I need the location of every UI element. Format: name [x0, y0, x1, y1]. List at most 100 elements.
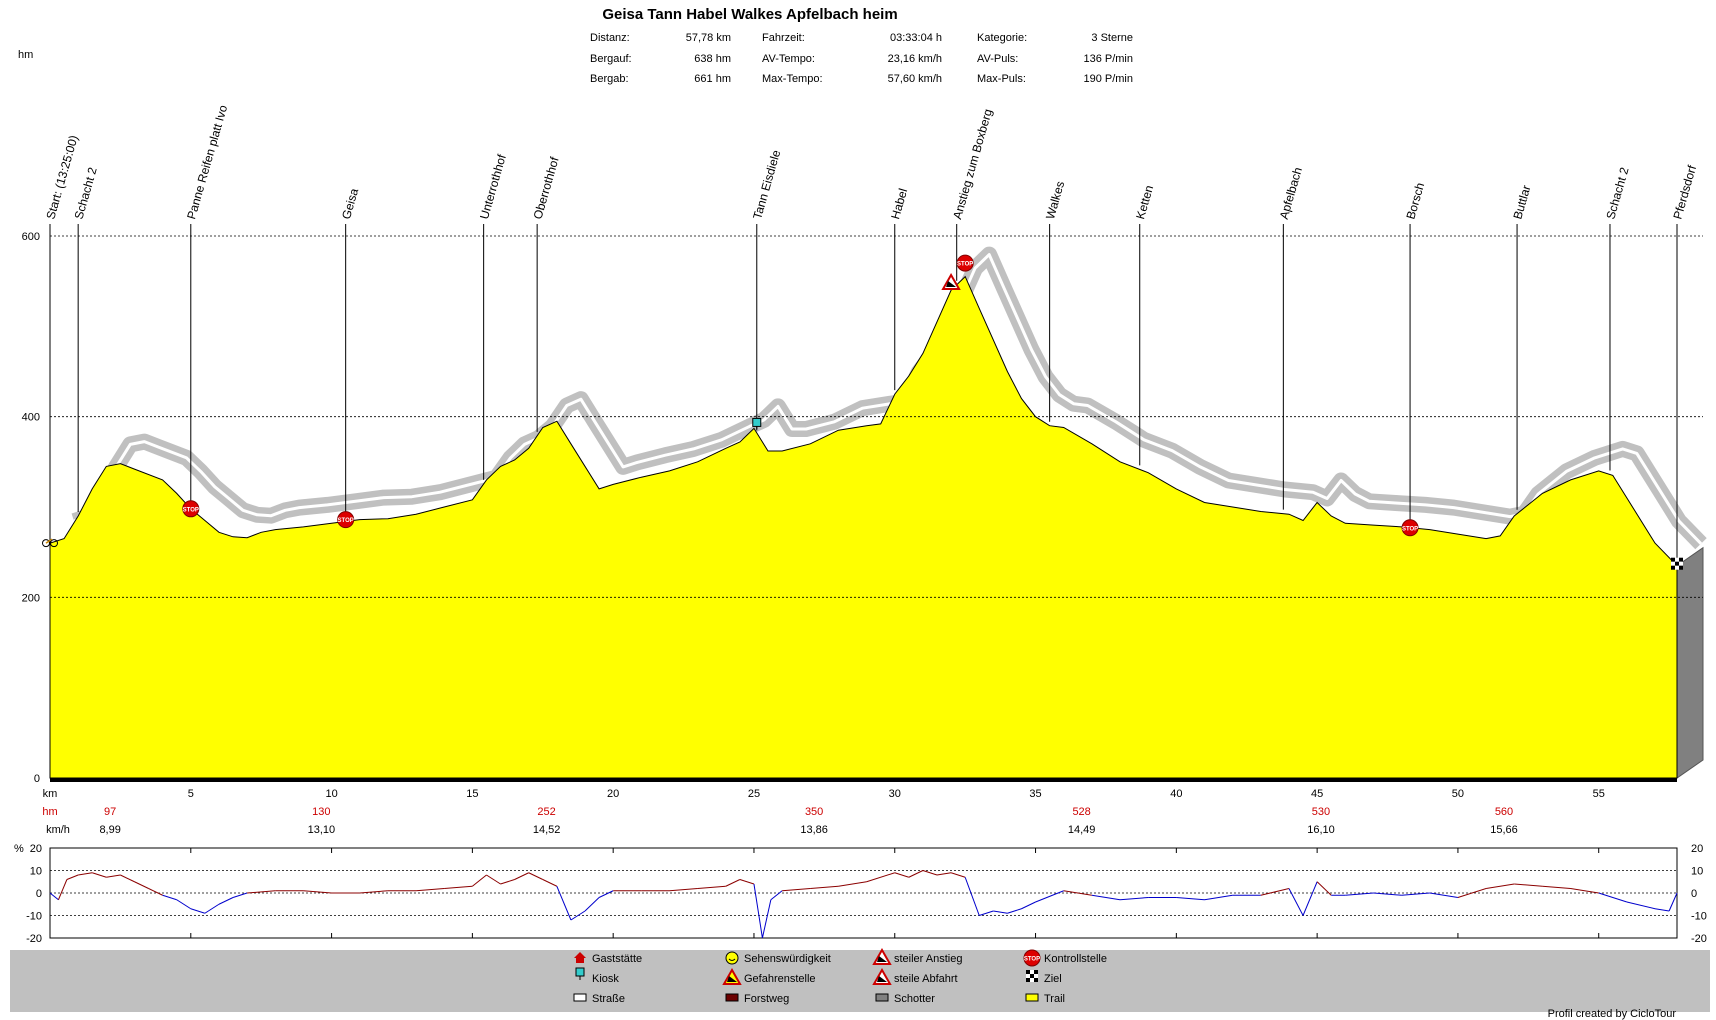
- y-tick-label: 200: [22, 592, 40, 604]
- gradient-segment: [1035, 890, 1064, 903]
- hm-row-value: 528: [1072, 806, 1090, 818]
- y-tick-label: 0: [34, 773, 40, 785]
- gradient-segment: [500, 879, 515, 885]
- x-tick-label: 15: [466, 788, 478, 800]
- gradient-y-tick-right: 10: [1691, 866, 1703, 878]
- gradient-segment: [1668, 892, 1678, 912]
- start-bike-marker-icon-frame: [45, 538, 53, 544]
- gradient-segment: [359, 890, 388, 894]
- gradient-segment: [66, 874, 79, 880]
- legend-road-swatch: [573, 993, 587, 1002]
- gradient-segment: [838, 881, 867, 887]
- finish-flag-marker-icon-cell: [1675, 565, 1679, 570]
- x-tick-label: 45: [1311, 788, 1323, 800]
- stat-label: Bergauf:: [590, 53, 632, 65]
- stat-value: 3 Sterne: [1091, 32, 1133, 44]
- legend-warning-icon-inner: [727, 976, 737, 982]
- gradient-segment: [570, 910, 586, 921]
- kmh-row-value: 13,10: [308, 824, 336, 836]
- gradient-segment: [950, 872, 966, 878]
- gradient-segment: [725, 879, 741, 887]
- gradient-segment: [1401, 892, 1430, 896]
- finish-flag-marker-icon-cell: [1671, 561, 1675, 566]
- gradient-segment: [866, 872, 895, 883]
- stat-value: 661 hm: [694, 73, 731, 85]
- stop-marker-icon-text: STOP: [338, 518, 354, 524]
- hm-row-value: 97: [104, 806, 116, 818]
- stop-marker-icon: [182, 500, 200, 518]
- stat-label: AV-Puls:: [977, 53, 1018, 65]
- gradient-segment: [472, 874, 487, 887]
- hm-row-value: 130: [312, 806, 330, 818]
- gradient-segment: [303, 890, 332, 894]
- waypoint-label: Borsch: [1403, 181, 1427, 221]
- y-tick-label: 400: [22, 412, 40, 424]
- steep-ascent-marker-icon-inner: [946, 280, 957, 287]
- gradient-segment: [1654, 908, 1670, 912]
- gradient-segment: [556, 886, 572, 921]
- kmh-row-label: km/h: [46, 824, 70, 836]
- stat-value: 57,78 km: [686, 32, 731, 44]
- gradient-segment: [204, 903, 220, 914]
- finish-flag-marker-icon-cell: [1675, 561, 1679, 566]
- legend-label: Trail: [1044, 993, 1065, 1005]
- legend-label: Kiosk: [592, 973, 619, 985]
- gradient-segment: [1176, 897, 1205, 901]
- gradient-segment: [1007, 908, 1022, 914]
- gradient-segment: [782, 888, 811, 892]
- waypoint-label: Schacht 2: [1603, 165, 1631, 220]
- legend-house-icon-body: [576, 958, 584, 963]
- waypoint-label: Tann Eisdiele: [750, 148, 783, 221]
- y-tick-label: 600: [22, 231, 40, 243]
- stat-value: 190 P/min: [1083, 73, 1133, 85]
- stat-value: 23,16 km/h: [888, 53, 942, 65]
- gradient-segment: [979, 910, 994, 916]
- footer-credit: Profil created by CicloTour: [1548, 1008, 1677, 1020]
- waypoint-label: Panne Reifen platt Ivo: [184, 103, 230, 221]
- legend-stop-icon: [1023, 949, 1041, 967]
- gradient-segment: [770, 890, 783, 901]
- elevation-area: [49, 275, 1678, 779]
- gradient-segment: [739, 879, 755, 885]
- gradient-segment: [1021, 901, 1036, 910]
- kmh-row-value: 15,66: [1490, 824, 1518, 836]
- legend-finish-flag-icon-cell: [1034, 970, 1038, 974]
- legend-label: steile Abfahrt: [894, 973, 958, 985]
- gradient-segment: [1626, 901, 1656, 910]
- kmh-row-value: 14,49: [1068, 824, 1096, 836]
- x-tick-label: 20: [607, 788, 619, 800]
- waypoint-label: Apfelbach: [1277, 166, 1305, 221]
- legend-label: Straße: [592, 993, 625, 1005]
- x-tick-label: 40: [1170, 788, 1182, 800]
- stat-value: 57,60 km/h: [888, 73, 942, 85]
- gradient-segment: [1119, 897, 1149, 901]
- gradient-segment: [1302, 881, 1318, 916]
- gradient-segment: [584, 897, 600, 912]
- legend-steep-descent-icon-inner: [877, 976, 887, 982]
- waypoint-label: Oberrothhof: [531, 155, 562, 221]
- finish-flag-marker-icon-cell: [1679, 565, 1683, 570]
- x-tick-label: 5: [188, 788, 194, 800]
- waypoint-label: Habel: [888, 187, 910, 221]
- legend-panel: [10, 950, 1710, 1012]
- waypoint-label: Unterrothhof: [477, 152, 509, 221]
- gradient-segment: [1373, 892, 1402, 896]
- legend-finish-flag-icon-cell: [1034, 978, 1038, 982]
- x-tick-label: 10: [325, 788, 337, 800]
- legend-finish-flag-icon-cell: [1026, 978, 1030, 982]
- stop-marker-icon-text: STOP: [1402, 526, 1418, 532]
- gradient-segment: [993, 910, 1008, 914]
- legend-house-icon: [574, 952, 586, 958]
- hm-row-label: hm: [42, 806, 57, 818]
- gradient-segment: [1598, 892, 1628, 903]
- legend-finish-flag-icon-cell: [1026, 974, 1030, 978]
- legend-gravel-swatch: [875, 993, 889, 1002]
- waypoint-label: Geisa: [339, 187, 361, 221]
- kiosk-marker-icon: [752, 417, 762, 427]
- legend-label: Gefahrenstelle: [744, 973, 816, 985]
- kmh-row-value: 8,99: [99, 824, 120, 836]
- stop-marker-icon: [337, 511, 355, 529]
- gradient-segment: [57, 879, 68, 900]
- finish-flag-marker-icon-cell: [1671, 557, 1675, 562]
